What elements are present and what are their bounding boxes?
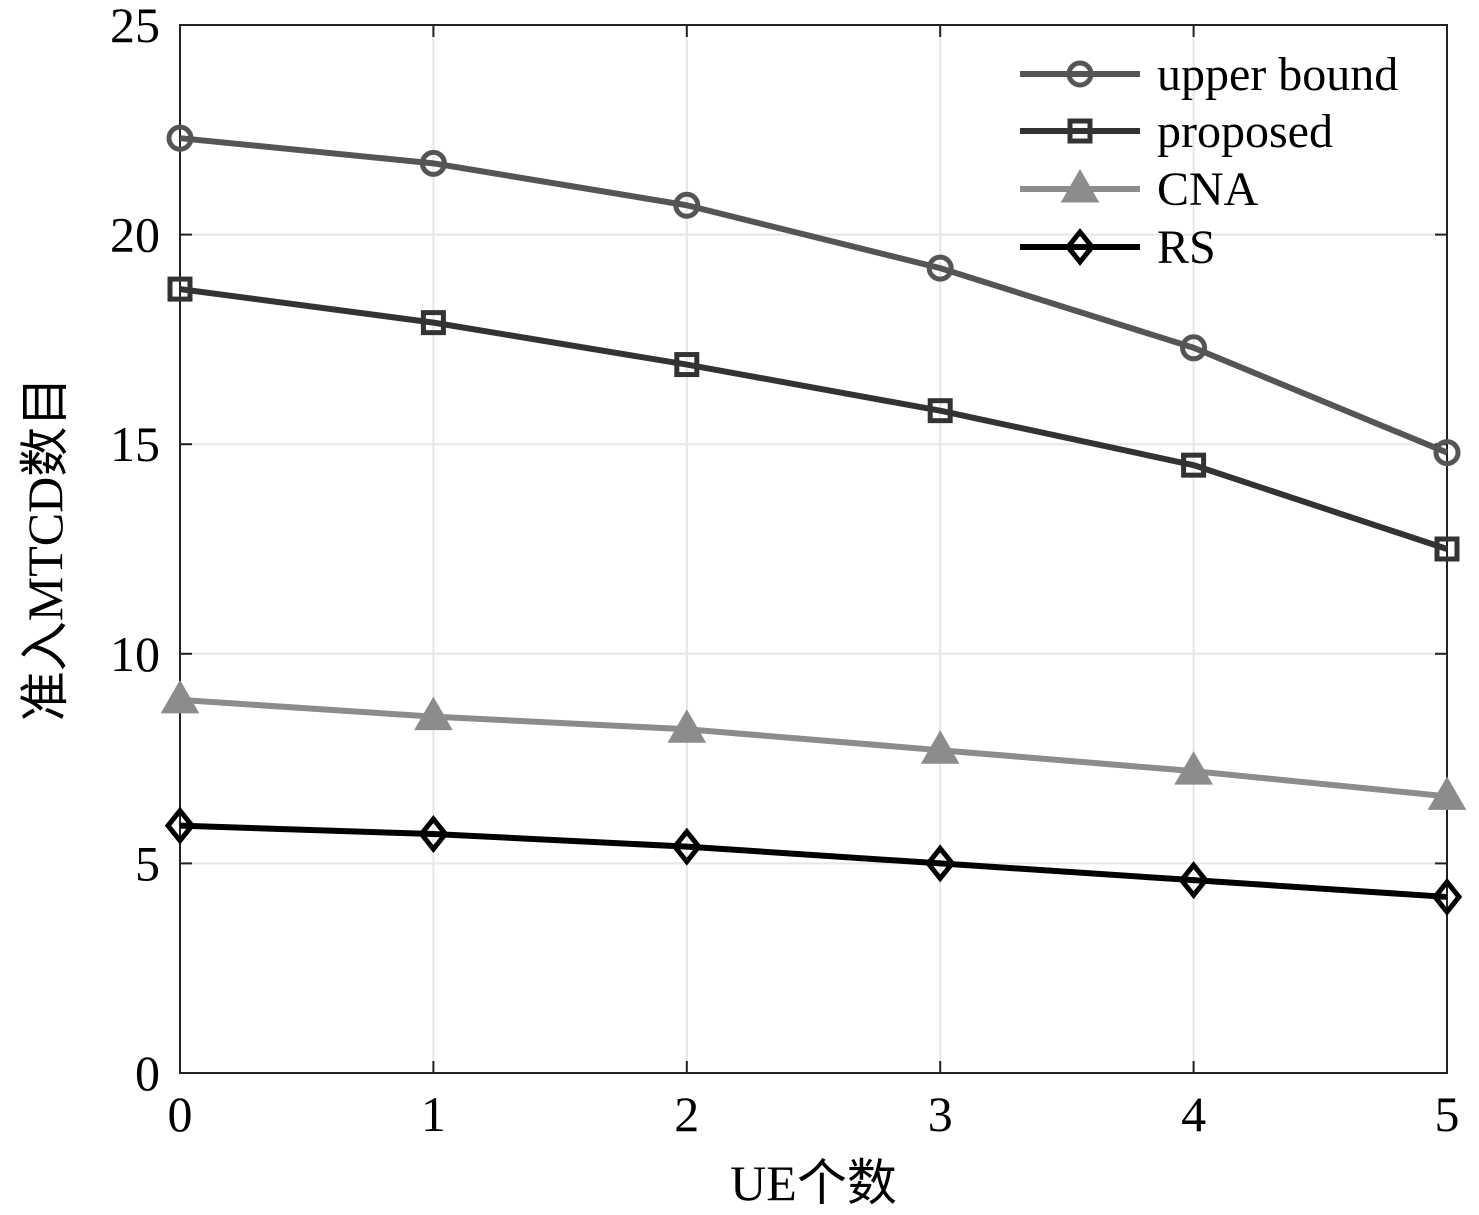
y-tick-label: 5 bbox=[135, 835, 160, 891]
x-tick-label: 1 bbox=[421, 1086, 446, 1142]
data-point-circle bbox=[673, 191, 701, 219]
legend-label: upper bound bbox=[1157, 48, 1398, 101]
x-tick-label: 3 bbox=[928, 1086, 953, 1142]
data-point-square bbox=[674, 352, 700, 378]
legend-marker-square bbox=[1067, 118, 1093, 144]
legend-entry: RS bbox=[1020, 221, 1216, 274]
data-point-diamond bbox=[418, 815, 449, 854]
x-tick-label: 4 bbox=[1181, 1086, 1206, 1142]
x-tick-label: 2 bbox=[674, 1086, 699, 1142]
legend-entry: proposed bbox=[1020, 105, 1333, 158]
series-upper-bound bbox=[166, 124, 1461, 467]
grid bbox=[180, 25, 1447, 1073]
series-line bbox=[179, 286, 1448, 552]
data-point-triangle bbox=[1174, 751, 1213, 785]
legend-label: RS bbox=[1157, 221, 1216, 274]
x-tick-label: 0 bbox=[168, 1086, 193, 1142]
legend-label: proposed bbox=[1157, 105, 1333, 158]
data-point-triangle bbox=[920, 730, 960, 764]
legend-entry: CNA bbox=[1020, 163, 1259, 216]
series-line bbox=[179, 696, 1448, 800]
data-point-square bbox=[420, 310, 446, 336]
data-point-triangle bbox=[667, 709, 707, 743]
data-point-diamond bbox=[671, 827, 703, 866]
series-lines bbox=[160, 124, 1467, 916]
series-cna bbox=[160, 679, 1467, 810]
series-proposed bbox=[167, 276, 1460, 562]
series-line bbox=[179, 135, 1449, 456]
data-point-triangle bbox=[1427, 776, 1467, 810]
data-point-diamond bbox=[1178, 861, 1209, 900]
data-point-square bbox=[1181, 452, 1207, 478]
data-point-circle bbox=[1433, 439, 1461, 467]
data-point-square bbox=[167, 276, 193, 302]
data-point-circle bbox=[926, 254, 954, 282]
data-point-triangle bbox=[160, 679, 200, 714]
y-tick-label: 20 bbox=[110, 207, 160, 263]
data-point-circle bbox=[166, 124, 194, 152]
x-tick-label: 5 bbox=[1435, 1086, 1460, 1142]
y-axis-title: 准入MTCD数目 bbox=[17, 377, 73, 721]
series-line bbox=[179, 822, 1448, 900]
legend-marker-diamond bbox=[1064, 227, 1096, 267]
data-point-circle bbox=[1180, 334, 1208, 362]
data-point-diamond bbox=[1431, 877, 1463, 916]
legend-label: CNA bbox=[1157, 163, 1259, 216]
data-point-circle bbox=[419, 149, 447, 177]
legend-marker-triangle bbox=[1060, 168, 1100, 203]
legend-entry: upper bound bbox=[1020, 48, 1398, 101]
x-axis-title: UE个数 bbox=[730, 1155, 897, 1211]
y-tick-label: 15 bbox=[110, 416, 160, 472]
y-tick-label: 0 bbox=[135, 1045, 160, 1101]
data-point-square bbox=[1434, 536, 1460, 562]
y-tick-label: 25 bbox=[110, 0, 160, 53]
series-rs bbox=[164, 806, 1463, 916]
legend-marker-circle bbox=[1066, 60, 1094, 88]
data-point-triangle bbox=[414, 696, 453, 731]
data-point-square bbox=[927, 398, 953, 424]
data-point-diamond bbox=[924, 844, 956, 883]
y-tick-label: 10 bbox=[110, 626, 160, 682]
data-point-diamond bbox=[164, 806, 196, 845]
